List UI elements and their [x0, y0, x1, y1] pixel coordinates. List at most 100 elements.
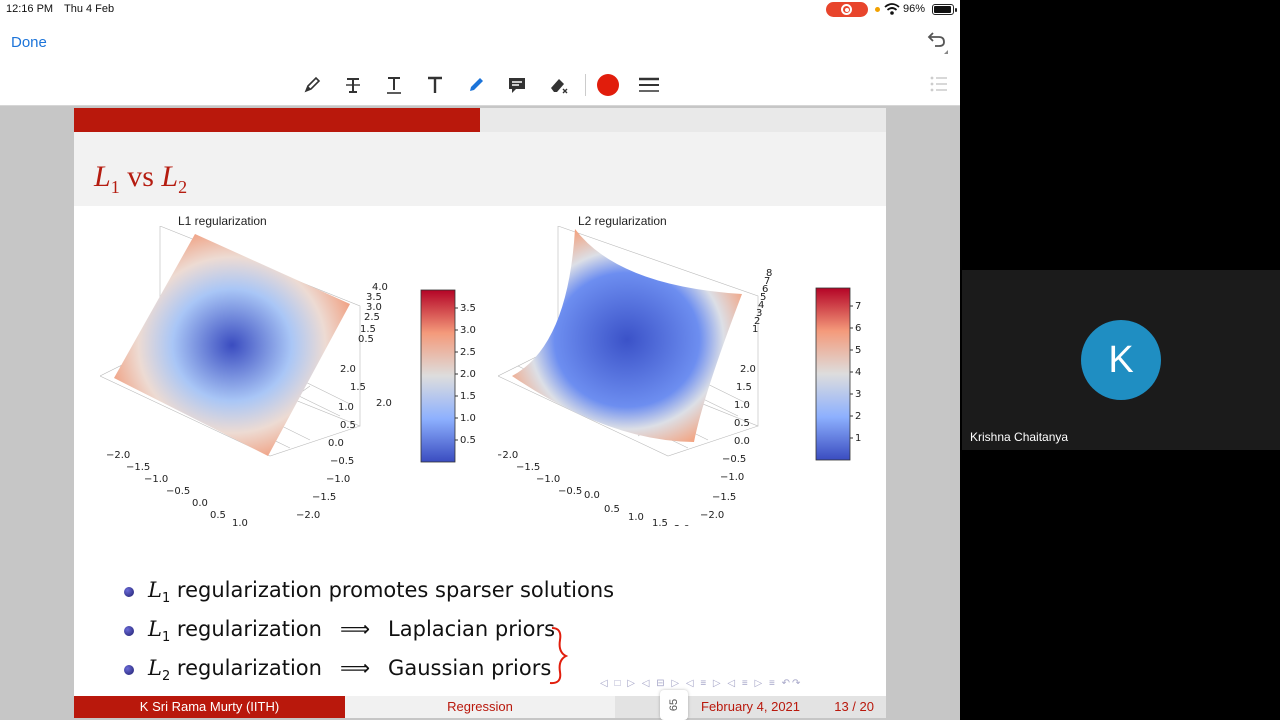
- svg-text:3: 3: [756, 308, 762, 319]
- svg-text:5: 5: [760, 292, 766, 303]
- svg-text:−1.5: −1.5: [312, 492, 336, 503]
- colorbar-tick-label: 2.0: [460, 369, 476, 380]
- footer-author: K Sri Rama Murty (IITH): [74, 696, 345, 718]
- eraser-icon[interactable]: [546, 72, 572, 98]
- ipad-screen: 12:16 PM Thu 4 Feb 96% Done: [0, 0, 960, 720]
- svg-text:−2.0: −2.0: [296, 510, 320, 521]
- participant-name: Krishna Chaitanya: [970, 430, 1069, 444]
- svg-text:−1.0: −1.0: [720, 472, 744, 483]
- status-bar: 12:16 PM Thu 4 Feb 96%: [0, 0, 960, 20]
- svg-text:4: 4: [758, 300, 764, 311]
- svg-text:6: 6: [762, 284, 768, 295]
- slide-progress-fill: [74, 108, 480, 132]
- document-view[interactable]: L1 vs L2 L1 regularization: [0, 106, 960, 720]
- svg-text:−1.5: −1.5: [126, 462, 150, 473]
- beamer-navigation-icons[interactable]: ◁ □ ▷ ◁ ⊟ ▷ ◁ ≡ ▷ ◁ ≡ ▷ ≡ ↶↷: [600, 678, 803, 689]
- svg-text:4.0: 4.0: [372, 282, 388, 293]
- pencil-icon[interactable]: [299, 72, 325, 98]
- svg-text:1.0: 1.0: [338, 402, 354, 413]
- colorbar-tick-label: 3.0: [460, 325, 476, 336]
- svg-text:0.0: 0.0: [328, 438, 344, 449]
- svg-text:0.5: 0.5: [358, 334, 374, 345]
- svg-text:−0.5: −0.5: [722, 454, 746, 465]
- footer-date: February 4, 2021: [701, 699, 801, 714]
- toolbar-divider: [585, 74, 586, 96]
- plot2-title: L2 regularization: [578, 214, 667, 228]
- svg-text:−2.0: −2.0: [106, 450, 130, 461]
- svg-text:2.0: 2.0: [376, 398, 392, 409]
- participant-tile[interactable]: K Krishna Chaitanya: [962, 270, 1280, 450]
- colorbar-tick-label: 4: [855, 367, 861, 378]
- screen-recording-icon: [826, 2, 868, 17]
- svg-text:1.0: 1.0: [628, 512, 644, 523]
- colorbar-tick-label: 6: [855, 323, 861, 334]
- svg-text:3.0: 3.0: [366, 302, 382, 313]
- colorbar-tick-label: 3.5: [460, 303, 476, 314]
- pen-icon[interactable]: [463, 72, 489, 98]
- svg-text:1.5: 1.5: [350, 382, 366, 393]
- colorbar-tick-label: 5: [855, 345, 861, 356]
- bullet-dot: [124, 587, 134, 597]
- line-width-icon[interactable]: [636, 72, 662, 98]
- svg-text:0.5: 0.5: [340, 420, 356, 431]
- slide: L1 vs L2 L1 regularization: [74, 108, 886, 718]
- color-swatch: [597, 74, 619, 96]
- svg-text:2.0: 2.0: [740, 364, 756, 375]
- underline-text-icon[interactable]: [381, 72, 407, 98]
- svg-text:2: 2: [754, 316, 760, 327]
- battery-icon: [932, 4, 957, 15]
- handwritten-brace: [549, 627, 569, 685]
- svg-text:−1.5: −1.5: [516, 462, 540, 473]
- svg-text:−1.5: −1.5: [712, 492, 736, 503]
- l2-surface-plot: −2.0−1.5−1.0−0.50.00.51.01.52.0 2.01.51.…: [498, 226, 772, 526]
- done-button[interactable]: Done: [11, 34, 47, 51]
- undo-icon[interactable]: [924, 30, 948, 54]
- svg-text:−1.0: −1.0: [326, 474, 350, 485]
- svg-text:0.0: 0.0: [584, 490, 600, 501]
- svg-text:−2.0: −2.0: [498, 450, 518, 461]
- svg-text:2.5: 2.5: [364, 312, 380, 323]
- colorbar-tick-label: 0.5: [460, 435, 476, 446]
- svg-text:7: 7: [764, 276, 770, 287]
- wifi-icon: [884, 3, 900, 15]
- svg-text:2.0: 2.0: [674, 524, 690, 526]
- footer-page: 13 / 20: [834, 699, 874, 714]
- svg-text:1.0: 1.0: [734, 400, 750, 411]
- annotation-toolbar: [0, 64, 960, 106]
- l1-surface-plot: −2.0−1.5−1.0−0.50.00.51.0 2.01.51.00.50.…: [100, 226, 392, 526]
- title-bar: [74, 132, 886, 206]
- mic-indicator-icon: [875, 7, 880, 12]
- page-indicator[interactable]: 65: [660, 690, 688, 720]
- svg-text:1.5: 1.5: [652, 518, 668, 526]
- svg-text:−1.0: −1.0: [144, 474, 168, 485]
- comment-icon[interactable]: [504, 72, 530, 98]
- strikethrough-text-icon[interactable]: [340, 72, 366, 98]
- list-icon[interactable]: [930, 76, 948, 92]
- footer-topic: Regression: [345, 696, 615, 718]
- svg-text:0.5: 0.5: [734, 418, 750, 429]
- svg-text:2.0: 2.0: [340, 364, 356, 375]
- status-time: 12:16 PM: [6, 3, 54, 15]
- svg-text:1: 1: [752, 324, 758, 335]
- avatar: K: [1081, 320, 1161, 400]
- svg-text:8: 8: [766, 268, 772, 279]
- svg-text:1.0: 1.0: [232, 518, 248, 526]
- svg-text:−0.5: −0.5: [330, 456, 354, 467]
- l1-colorbar: 3.5 3.0 2.5 2.0 1.5 1.0 0.5: [420, 289, 476, 463]
- colorbar-tick-label: 1: [855, 433, 861, 444]
- svg-text:−0.5: −0.5: [166, 486, 190, 497]
- colorbar-tick-label: 2: [855, 411, 861, 422]
- svg-text:−1.0: −1.0: [536, 474, 560, 485]
- svg-text:0.0: 0.0: [192, 498, 208, 509]
- colorbar-tick-label: 1.0: [460, 413, 476, 424]
- svg-text:1.5: 1.5: [736, 382, 752, 393]
- svg-text:−0.5: −0.5: [558, 486, 582, 497]
- colorbar-tick-label: 2.5: [460, 347, 476, 358]
- footer-info: February 4, 2021 13 / 20: [615, 696, 886, 718]
- colorbar-tick-label: 7: [855, 301, 861, 312]
- l2-colorbar: 7 6 5 4 3 2 1: [815, 287, 861, 461]
- color-picker[interactable]: [595, 72, 621, 98]
- text-icon[interactable]: [422, 72, 448, 98]
- slide-title: L1 vs L2: [94, 160, 188, 197]
- battery-percent: 96%: [903, 3, 926, 15]
